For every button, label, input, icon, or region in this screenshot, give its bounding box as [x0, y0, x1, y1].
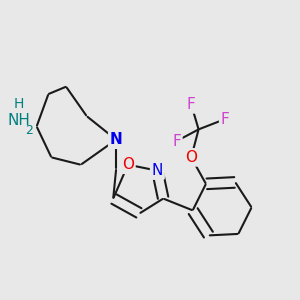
Text: NH: NH	[8, 113, 30, 128]
Text: 2: 2	[25, 124, 33, 137]
Text: N: N	[152, 163, 163, 178]
Text: O: O	[185, 150, 197, 165]
Text: H: H	[14, 98, 24, 111]
Text: F: F	[221, 112, 230, 127]
Text: F: F	[187, 97, 196, 112]
Text: N: N	[110, 132, 122, 147]
Text: F: F	[172, 134, 181, 149]
Text: O: O	[122, 157, 134, 172]
